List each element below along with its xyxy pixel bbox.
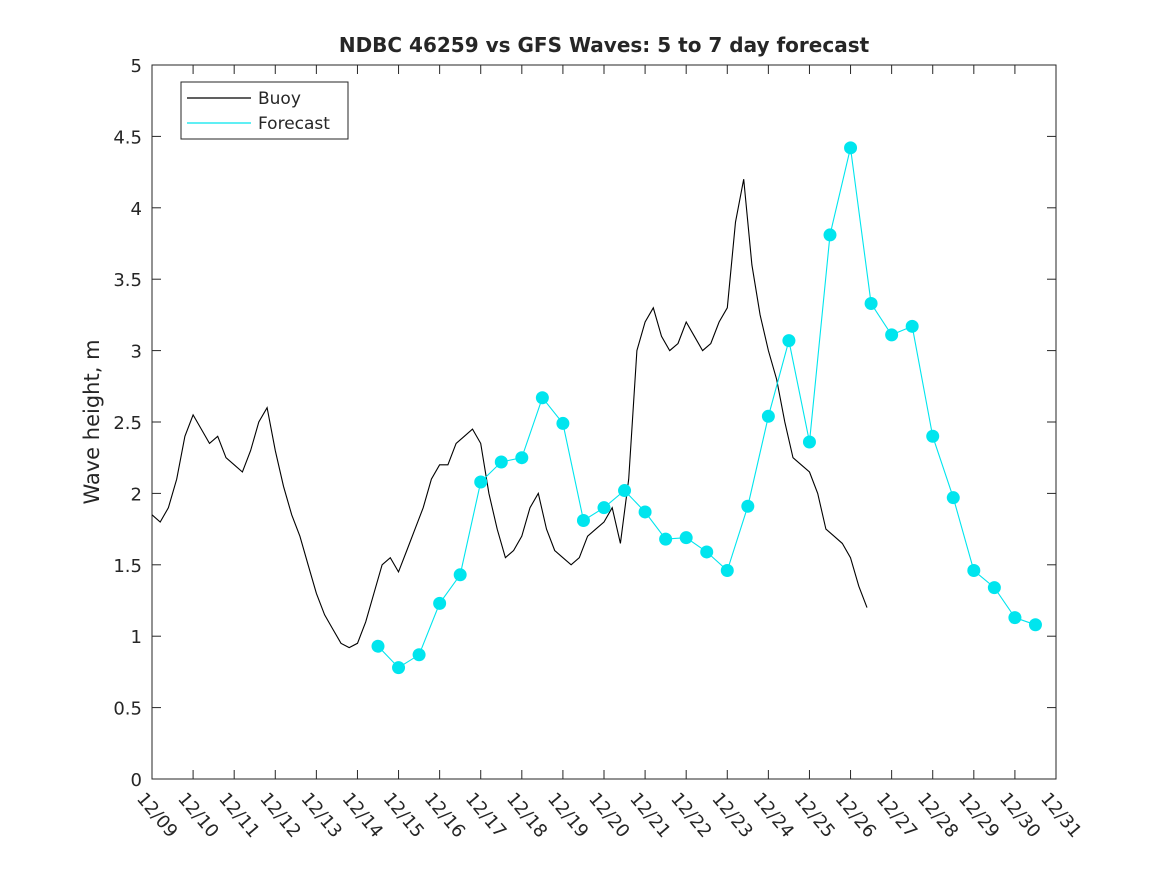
forecast-point [453, 568, 467, 582]
y-tick-label: 5 [131, 56, 142, 77]
forecast-point [741, 499, 755, 513]
forecast-point [782, 334, 796, 348]
legend: Buoy Forecast [180, 81, 349, 140]
y-tick-label: 2.5 [113, 413, 142, 434]
y-tick-label: 1 [131, 627, 142, 648]
y-tick-label: 3 [131, 342, 142, 363]
legend-label: Buoy [258, 89, 301, 109]
forecast-point [515, 451, 529, 465]
forecast-point [864, 296, 878, 310]
forecast-point [576, 514, 590, 528]
forecast-point [885, 328, 899, 342]
forecast-point [371, 639, 385, 653]
forecast-point [1008, 611, 1022, 625]
y-tick-label: 0.5 [113, 699, 142, 720]
forecast-point [720, 564, 734, 578]
y-tick-label: 1.5 [113, 556, 142, 577]
forecast-point [823, 228, 837, 242]
forecast-point [494, 455, 508, 469]
forecast-point [946, 491, 960, 505]
forecast-point [412, 648, 426, 662]
forecast-point [679, 531, 693, 545]
forecast-point [556, 416, 570, 430]
forecast-point [474, 475, 488, 489]
y-tick-label: 2 [131, 484, 142, 505]
forecast-point [638, 505, 652, 519]
forecast-point [1028, 618, 1042, 632]
forecast-point [905, 319, 919, 333]
chart-title: NDBC 46259 vs GFS Waves: 5 to 7 day fore… [339, 33, 870, 57]
y-axis-label: Wave height, m [80, 339, 104, 504]
y-tick-label: 0 [131, 770, 142, 791]
forecast-point [433, 596, 447, 610]
forecast-point [535, 391, 549, 405]
forecast-point [844, 141, 858, 155]
forecast-point [392, 661, 406, 675]
forecast-point [987, 581, 1001, 595]
forecast-point [618, 484, 632, 498]
legend-label: Forecast [258, 114, 330, 134]
legend-box [180, 81, 349, 140]
plot-area [151, 64, 1057, 780]
y-tick-label: 3.5 [113, 270, 142, 291]
forecast-point [802, 435, 816, 449]
forecast-point [700, 545, 714, 559]
forecast-point [967, 564, 981, 578]
series-buoy-line [151, 179, 868, 649]
forecast-point [597, 501, 611, 515]
forecast-point [659, 532, 673, 546]
y-tick-label: 4.5 [113, 127, 142, 148]
y-tick-label: 4 [131, 199, 142, 220]
forecast-point [926, 429, 940, 443]
forecast-point [761, 409, 775, 423]
